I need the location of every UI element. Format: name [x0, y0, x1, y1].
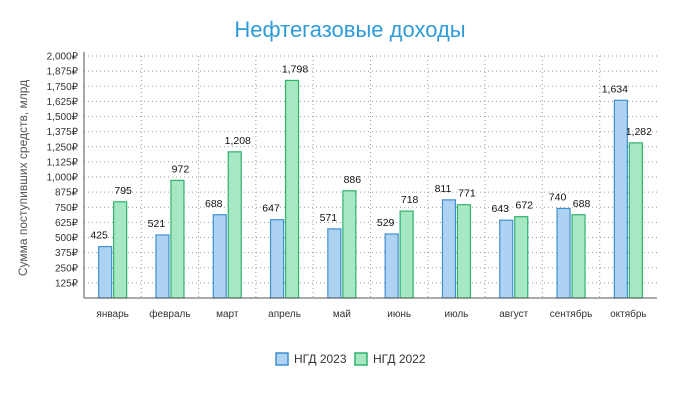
y-tick-label: 750₽ [55, 203, 79, 214]
y-axis-label: Сумма поступивших средств, млрд [16, 80, 30, 276]
legend-label-2023: НГД 2023 [294, 352, 347, 366]
x-tick-label: март [216, 309, 239, 320]
bar-2022 [571, 214, 586, 299]
y-tick-label: 375₽ [55, 248, 79, 259]
y-tick-label: 125₽ [55, 278, 79, 289]
bar-2023 [384, 233, 399, 299]
data-label-2022: 672 [515, 200, 533, 212]
x-tick-label: май [333, 309, 351, 320]
y-tick-label: 1,000₽ [47, 173, 79, 184]
bar-2022 [399, 210, 414, 299]
y-tick-label: 1,875₽ [47, 67, 79, 78]
data-label-2023: 571 [320, 212, 338, 224]
x-tick-label: июнь [387, 309, 411, 320]
bar-2023 [269, 219, 285, 299]
data-label-2022: 972 [172, 163, 190, 175]
y-tick-label: 1,750₽ [47, 82, 79, 93]
y-tick-label: 1,125₽ [47, 157, 79, 168]
data-label-2022: 718 [401, 194, 419, 206]
data-label-2023: 425 [90, 230, 108, 242]
data-label-2023: 740 [549, 191, 567, 203]
x-tick-label: июль [444, 309, 468, 320]
bar-2023 [98, 245, 113, 299]
data-label-2023: 647 [262, 203, 280, 215]
data-label-2022: 688 [573, 198, 591, 210]
chart-title: Нефтегазовые доходы [234, 17, 465, 42]
y-tick-label: 1,500₽ [47, 112, 79, 123]
data-label-2022: 795 [114, 185, 132, 197]
bar-2023 [212, 214, 227, 299]
data-label-2023: 529 [377, 217, 395, 229]
bar-2023 [499, 219, 514, 299]
data-label-2022: 1,208 [225, 135, 251, 147]
grid-lines [84, 55, 657, 298]
axes: 125₽ 250₽ 375₽ 500₽ 625₽ 750₽ 875₽ 1,000₽ 1,125₽… [47, 52, 657, 320]
data-label-2023: 521 [148, 218, 166, 230]
y-tick-label: 875₽ [55, 188, 79, 199]
legend-swatch-2022 [354, 352, 368, 366]
x-tick-label: август [499, 309, 528, 320]
data-label-2022: 771 [458, 188, 476, 200]
bar-2023 [441, 199, 457, 299]
y-tick-label: 500₽ [55, 233, 79, 244]
x-tick-label: январь [96, 309, 128, 320]
bar-2023 [155, 234, 170, 299]
bar-2022 [514, 216, 529, 299]
bar-2022 [170, 179, 185, 299]
x-tick-label: февраль [149, 308, 190, 320]
data-label-2022: 886 [344, 174, 362, 186]
bar-2023 [556, 207, 571, 299]
y-tick-label: 2,000₽ [47, 52, 79, 63]
y-tick-label: 625₽ [55, 218, 79, 229]
bar-2022 [628, 142, 643, 299]
y-tick-label: 1,375₽ [47, 127, 79, 138]
data-label-2022: 1,798 [282, 63, 308, 75]
data-label-2023: 811 [435, 183, 452, 195]
bar-2022 [456, 204, 472, 299]
data-labels: 425 795 521 972 688 1,208 647 1,798 571 886 529 718… [90, 63, 652, 241]
data-label-2022: 1,282 [626, 126, 652, 138]
x-tick-label: сентябрь [550, 308, 593, 320]
data-label-2023: 688 [205, 198, 223, 210]
legend: НГД 2023 НГД 2022 [275, 352, 426, 366]
y-tick-label: 250₽ [55, 263, 79, 274]
bars [98, 79, 643, 299]
bar-2022 [342, 190, 357, 299]
x-tick-label: апрель [268, 309, 301, 320]
data-label-2023: 1,634 [602, 83, 628, 95]
bar-2022 [113, 201, 128, 299]
bar-2023 [327, 228, 342, 299]
y-tick-label: 1,625₽ [47, 97, 79, 108]
bar-2022 [227, 151, 242, 299]
legend-swatch-2023 [275, 352, 289, 366]
x-tick-label: октябрь [610, 308, 647, 320]
legend-label-2022: НГД 2022 [373, 352, 426, 366]
data-label-2023: 643 [491, 203, 509, 215]
y-tick-label: 1,250₽ [47, 142, 79, 153]
bar-2022 [284, 79, 300, 299]
